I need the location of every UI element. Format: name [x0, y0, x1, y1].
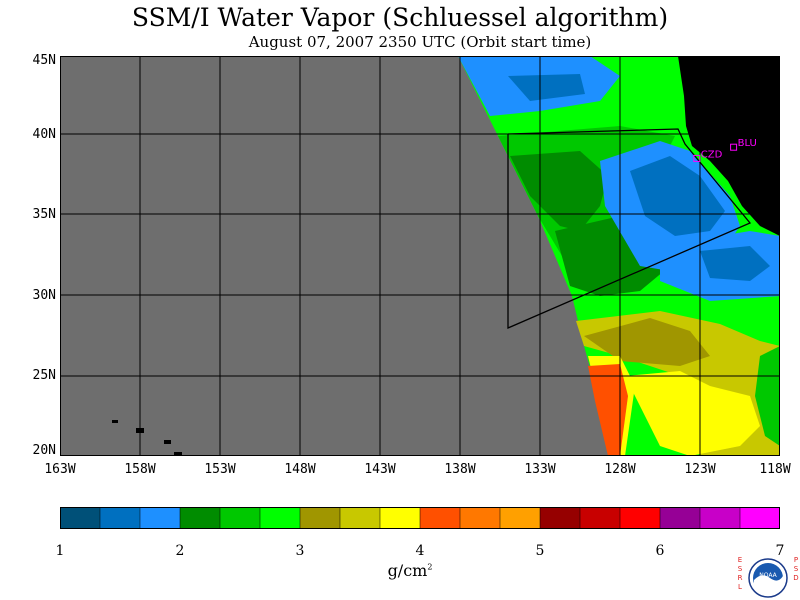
water-vapor-map: CZD BLU — [60, 56, 780, 456]
lon-label-148w: 148W — [284, 462, 316, 477]
lat-label-35n: 35N — [32, 207, 56, 222]
station-marker-czd — [693, 154, 701, 162]
units-label: g/cm2 — [380, 561, 440, 580]
colorbar-cell — [219, 507, 261, 529]
chart-title: SSM/I Water Vapor (Schluessel algorithm) — [131, 3, 669, 32]
colorbar-cell — [419, 507, 461, 529]
units-base: g/cm — [387, 561, 428, 580]
colorbar-cell — [299, 507, 341, 529]
noaa-logo-icon: NOAA — [748, 558, 788, 598]
colorbar-cell — [99, 507, 141, 529]
colorbar-cell — [539, 507, 581, 529]
lon-label-138w: 138W — [444, 462, 476, 477]
lat-label-30n: 30N — [32, 288, 56, 303]
chart-subtitle: August 07, 2007 2350 UTC (Orbit start ti… — [248, 33, 592, 51]
swath-blue-dark-south — [700, 246, 770, 281]
station-label-blu: BLU — [738, 138, 757, 149]
colorbar-tick-5: 5 — [535, 543, 545, 559]
colorbar-cell — [60, 507, 101, 529]
swath-green-east — [755, 346, 780, 446]
lon-label-163w: 163W — [44, 462, 76, 477]
colorbar-cell — [659, 507, 701, 529]
grid-lines — [60, 56, 780, 456]
colorbar-cell — [699, 507, 741, 529]
colorbar-cell — [499, 507, 541, 529]
colorbar-tick-3: 3 — [295, 543, 305, 559]
lat-label-20n: 20N — [32, 443, 56, 458]
swath-olive — [584, 318, 710, 366]
colorbar-cells — [60, 507, 780, 529]
station-label-czd: CZD — [701, 149, 723, 160]
lon-label-128w: 128W — [604, 462, 636, 477]
swath-green-dark-1 — [510, 151, 608, 231]
colorbar-border — [60, 507, 780, 529]
colorbar-cell — [259, 507, 301, 529]
colorbar-cell — [459, 507, 501, 529]
lon-label-133w: 133W — [524, 462, 556, 477]
units-exponent: 2 — [427, 562, 433, 572]
swath-orange — [588, 364, 628, 456]
island-kauai — [112, 420, 118, 423]
station-marker-blu — [730, 143, 738, 151]
noaa-emblem-text: NOAA — [759, 572, 777, 579]
colorbar-cell — [739, 507, 780, 529]
lat-label-25n: 25N — [32, 368, 56, 383]
map-border — [60, 56, 780, 456]
station-markers: CZD BLU — [693, 138, 757, 162]
island-hawaii — [174, 452, 182, 456]
lon-label-123w: 123W — [684, 462, 716, 477]
colorbar-tick-4: 4 — [415, 543, 425, 559]
lon-label-153w: 153W — [204, 462, 236, 477]
island-maui — [164, 440, 171, 444]
lon-label-143w: 143W — [364, 462, 396, 477]
colorbar-cell — [179, 507, 221, 529]
lon-label-158w: 158W — [124, 462, 156, 477]
colorbar-cell — [579, 507, 621, 529]
swath-blue-dark-north — [508, 74, 585, 101]
colorbar-tick-1: 1 — [55, 543, 65, 559]
lat-label-40n: 40N — [32, 127, 56, 142]
land-california — [678, 56, 780, 236]
swath-yellow — [625, 371, 760, 456]
lat-label-45n: 45N — [32, 53, 56, 68]
colorbar-cell — [619, 507, 661, 529]
colorbar — [60, 507, 780, 529]
colorbar-cell — [139, 507, 181, 529]
lon-label-118w: 118W — [759, 462, 791, 477]
colorbar-tick-6: 6 — [655, 543, 665, 559]
colorbar-cell — [339, 507, 381, 529]
analysis-region-outline — [507, 128, 752, 329]
swath-blue-dark-central — [630, 156, 725, 236]
colorbar-tick-2: 2 — [175, 543, 185, 559]
colorbar-tick-7: 7 — [775, 543, 785, 559]
colorbar-cell — [379, 507, 421, 529]
